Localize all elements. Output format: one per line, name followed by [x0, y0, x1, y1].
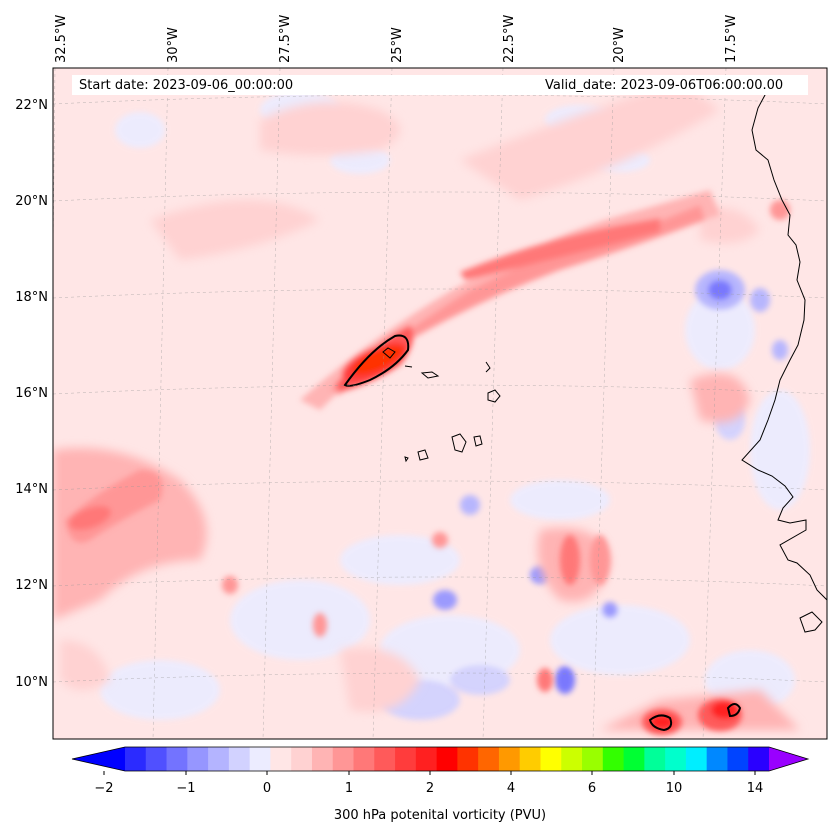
colorbar-segment	[582, 747, 604, 771]
colorbar-extend-min	[72, 747, 125, 771]
latitude-label: 20°N	[15, 194, 48, 209]
map-frame	[52, 67, 828, 740]
info-box	[72, 75, 808, 95]
map-field	[53, 68, 827, 739]
colorbar-segment	[602, 747, 625, 771]
colorbar-tick-label: 6	[587, 781, 597, 796]
coastline	[382, 81, 827, 633]
latitude-label: 10°N	[15, 675, 48, 690]
colorbar-segment	[436, 747, 458, 771]
colorbar-tick-label: 2	[425, 781, 435, 796]
colorbar-segment	[374, 747, 396, 771]
longitude-label: 32.5°W	[54, 14, 69, 63]
colorbar-segment	[249, 747, 271, 771]
colorbar-segment	[291, 747, 313, 771]
colorbar-segment	[395, 747, 417, 771]
longitude-label: 17.5°W	[724, 14, 739, 63]
colorbar-segment	[685, 747, 708, 771]
latitude-label: 12°N	[15, 578, 48, 593]
colorbar-tick-label: 10	[665, 781, 683, 796]
colorbar-tick-label: 14	[746, 781, 764, 796]
longitude-label: 20°W	[612, 27, 627, 63]
graticule	[53, 68, 827, 739]
colorbar-outline	[71, 746, 810, 772]
colorbar-segment	[748, 747, 770, 771]
colorbar-segment	[665, 747, 687, 771]
colorbar-segment	[706, 747, 728, 771]
colorbar-segment	[457, 747, 479, 771]
longitude-label: 27.5°W	[278, 14, 293, 63]
longitude-label: 22.5°W	[502, 14, 517, 63]
colorbar-segment	[208, 747, 230, 771]
start-date-label: Start date: 2023-09-06_00:00:00	[79, 78, 294, 93]
valid-date-label: Valid_date: 2023-09-06T06:00:00.00	[545, 78, 784, 93]
colorbar-segment	[644, 747, 666, 771]
pv-contour-blob2	[726, 703, 742, 718]
colorbar-segment	[415, 747, 438, 771]
colorbar-segment	[270, 747, 292, 771]
colorbar-segment	[166, 747, 188, 771]
longitude-label: 25°W	[390, 27, 405, 63]
latitude-label: 14°N	[15, 482, 48, 497]
colorbar-tick-label: 4	[506, 781, 516, 796]
colorbar-extend-max	[769, 747, 808, 771]
colorbar-tick-label: 0	[262, 781, 272, 796]
colorbar-segment	[561, 747, 583, 771]
colorbar-tick-label: −1	[176, 781, 196, 796]
low-pv-regions	[100, 92, 810, 720]
colorbar-segment	[498, 747, 521, 771]
colorbar-segment	[623, 747, 645, 771]
colorbar-segment	[125, 747, 147, 771]
colorbar-segment	[478, 747, 500, 771]
colorbar-label: 300 hPa potenital vorticity (PVU)	[333, 808, 547, 823]
colorbar-segment	[332, 747, 355, 771]
colorbar-segment	[187, 747, 209, 771]
pv-contour	[343, 334, 410, 387]
pv-blobs	[222, 200, 790, 735]
colorbar-segment	[540, 747, 562, 771]
longitude-label: 30°W	[166, 27, 181, 63]
moderate-pv-regions	[53, 80, 800, 730]
colorbar-segment	[519, 747, 541, 771]
colorbar-segment	[311, 747, 334, 771]
colorbar-tick-label: −2	[94, 781, 114, 796]
colorbar-segment	[228, 747, 251, 771]
colorbar	[71, 746, 810, 775]
latitude-label: 22°N	[15, 98, 48, 113]
latitude-label: 18°N	[15, 290, 48, 305]
pv-contour-blob1	[648, 714, 673, 732]
pv-streamer	[65, 190, 720, 543]
colorbar-segment	[727, 747, 749, 771]
colorbar-segment	[145, 747, 168, 771]
colorbar-segment	[353, 747, 375, 771]
colorbar-tick-label: 1	[344, 781, 354, 796]
latitude-label: 16°N	[15, 386, 48, 401]
